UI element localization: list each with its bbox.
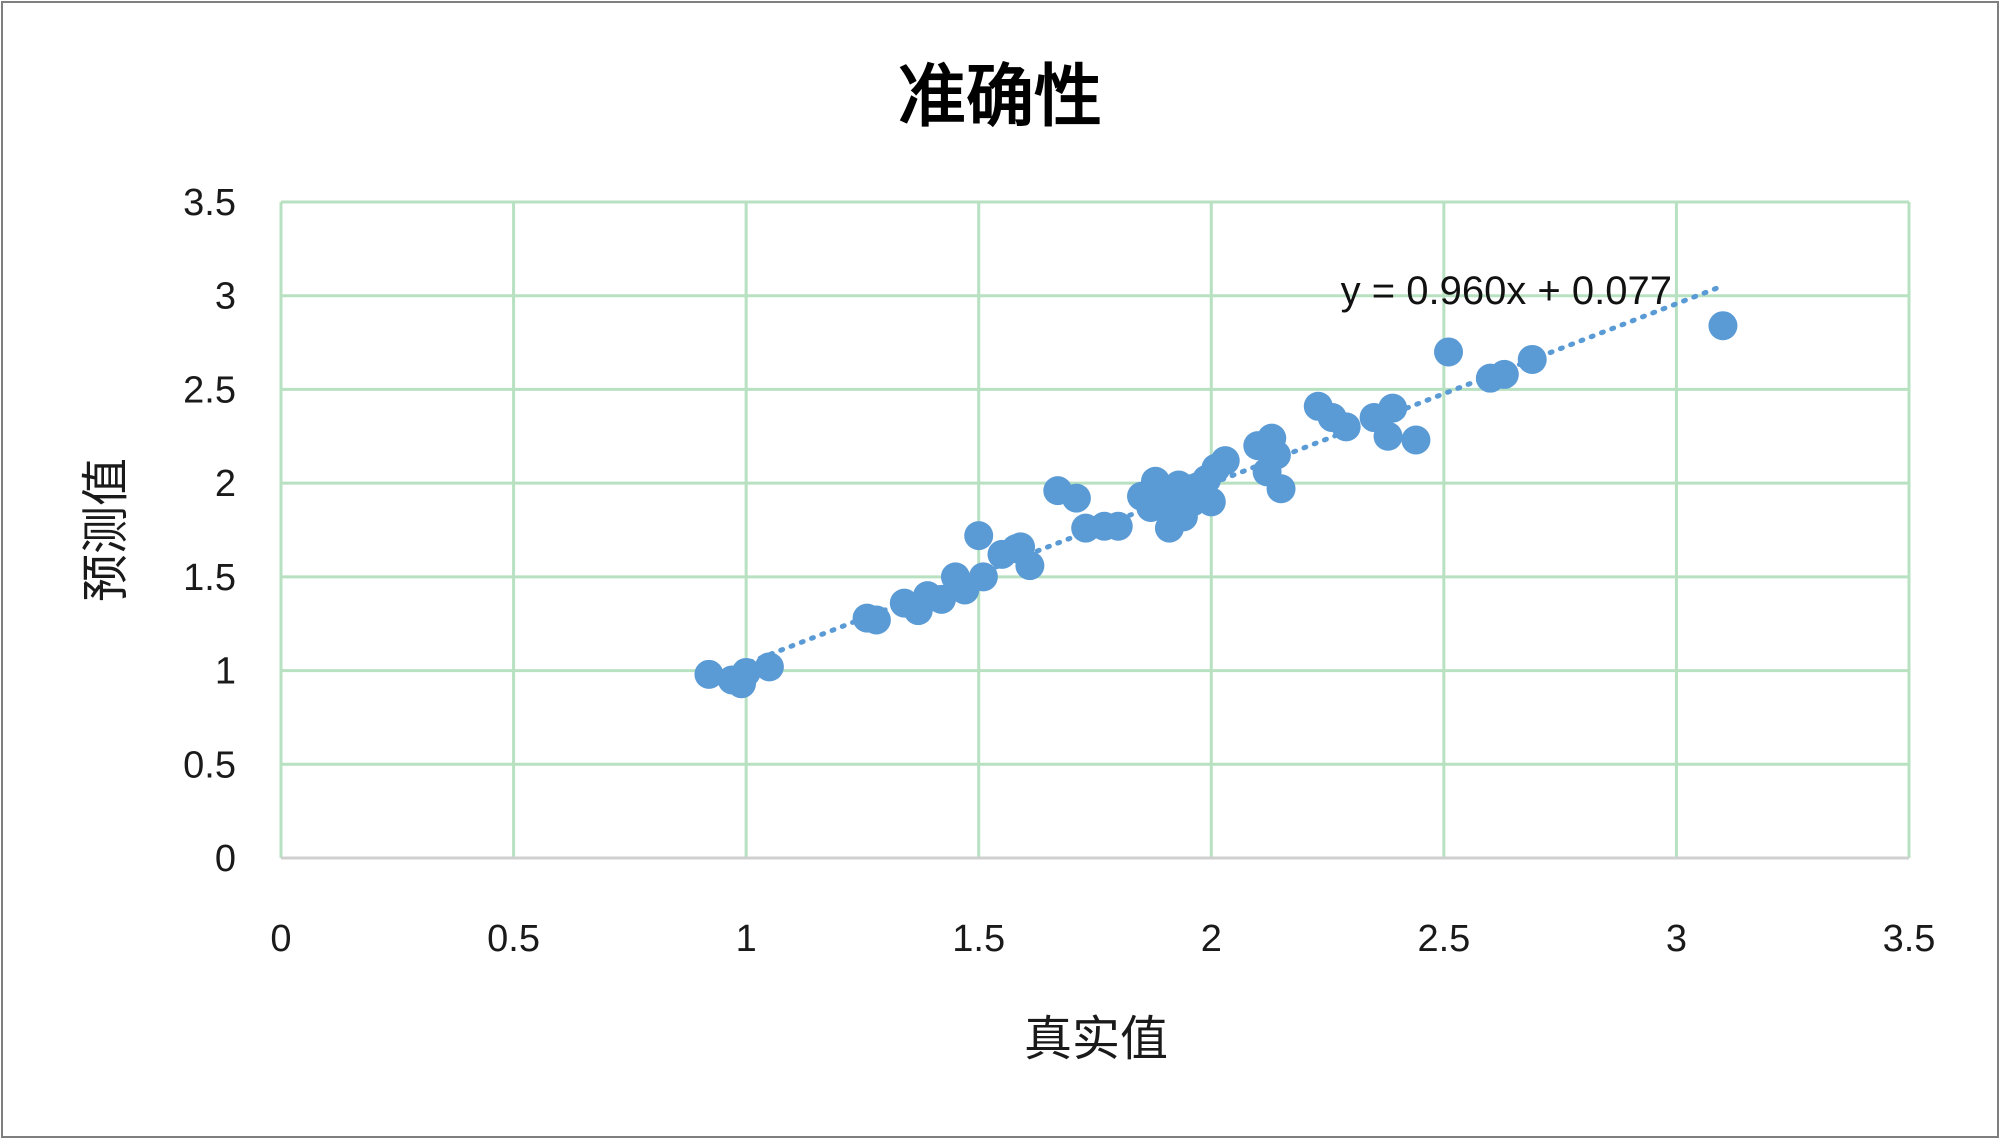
data-point [964, 521, 994, 551]
y-axis-ticks: 0 0.5 1 1.5 2 2.5 3 3.5 [183, 182, 236, 880]
y-tick-label: 0.5 [183, 744, 236, 786]
data-point [1378, 393, 1408, 423]
x-tick-label: 1.5 [952, 918, 1005, 960]
data-point [1489, 359, 1519, 389]
y-tick-label: 2.5 [183, 369, 236, 411]
data-point [861, 605, 891, 635]
x-tick-label: 0 [270, 918, 291, 960]
data-point [927, 584, 957, 614]
y-tick-label: 2 [215, 463, 236, 505]
y-tick-label: 1 [215, 651, 236, 693]
x-tick-label: 3 [1666, 918, 1687, 960]
x-tick-label: 0.5 [487, 918, 540, 960]
trendline [706, 283, 1726, 681]
chart-title: 准确性 [898, 58, 1102, 137]
data-point [1061, 483, 1091, 513]
data-points [694, 311, 1738, 699]
y-tick-label: 3.5 [183, 182, 236, 224]
data-point [968, 562, 998, 592]
data-point [1196, 487, 1226, 517]
x-tick-label: 3.5 [1883, 918, 1936, 960]
data-point [1373, 421, 1403, 451]
trendline-equation: y = 0.960x + 0.077 [1341, 269, 1672, 313]
data-point [1331, 412, 1361, 442]
data-point [1261, 440, 1291, 470]
data-point [731, 657, 761, 687]
data-point [1210, 446, 1240, 476]
data-point [754, 652, 784, 682]
x-tick-label: 2.5 [1417, 918, 1470, 960]
y-tick-label: 0 [215, 838, 236, 880]
data-point [1401, 425, 1431, 455]
x-tick-label: 2 [1201, 918, 1222, 960]
x-tick-label: 1 [736, 918, 757, 960]
x-axis-title: 真实值 [1024, 1011, 1168, 1067]
y-axis-title: 预测值 [78, 458, 134, 602]
y-tick-label: 3 [215, 276, 236, 318]
y-tick-label: 1.5 [183, 557, 236, 599]
data-point [1266, 474, 1296, 504]
trendline-group [706, 283, 1726, 681]
x-axis-ticks: 0 0.5 1 1.5 2 2.5 3 3.5 [270, 918, 1935, 960]
data-point [1015, 551, 1045, 581]
data-point [1517, 344, 1547, 374]
data-point [1103, 511, 1133, 541]
gridlines [279, 200, 1911, 860]
data-point [1708, 311, 1738, 341]
data-point [694, 659, 724, 689]
data-point [1434, 337, 1464, 367]
